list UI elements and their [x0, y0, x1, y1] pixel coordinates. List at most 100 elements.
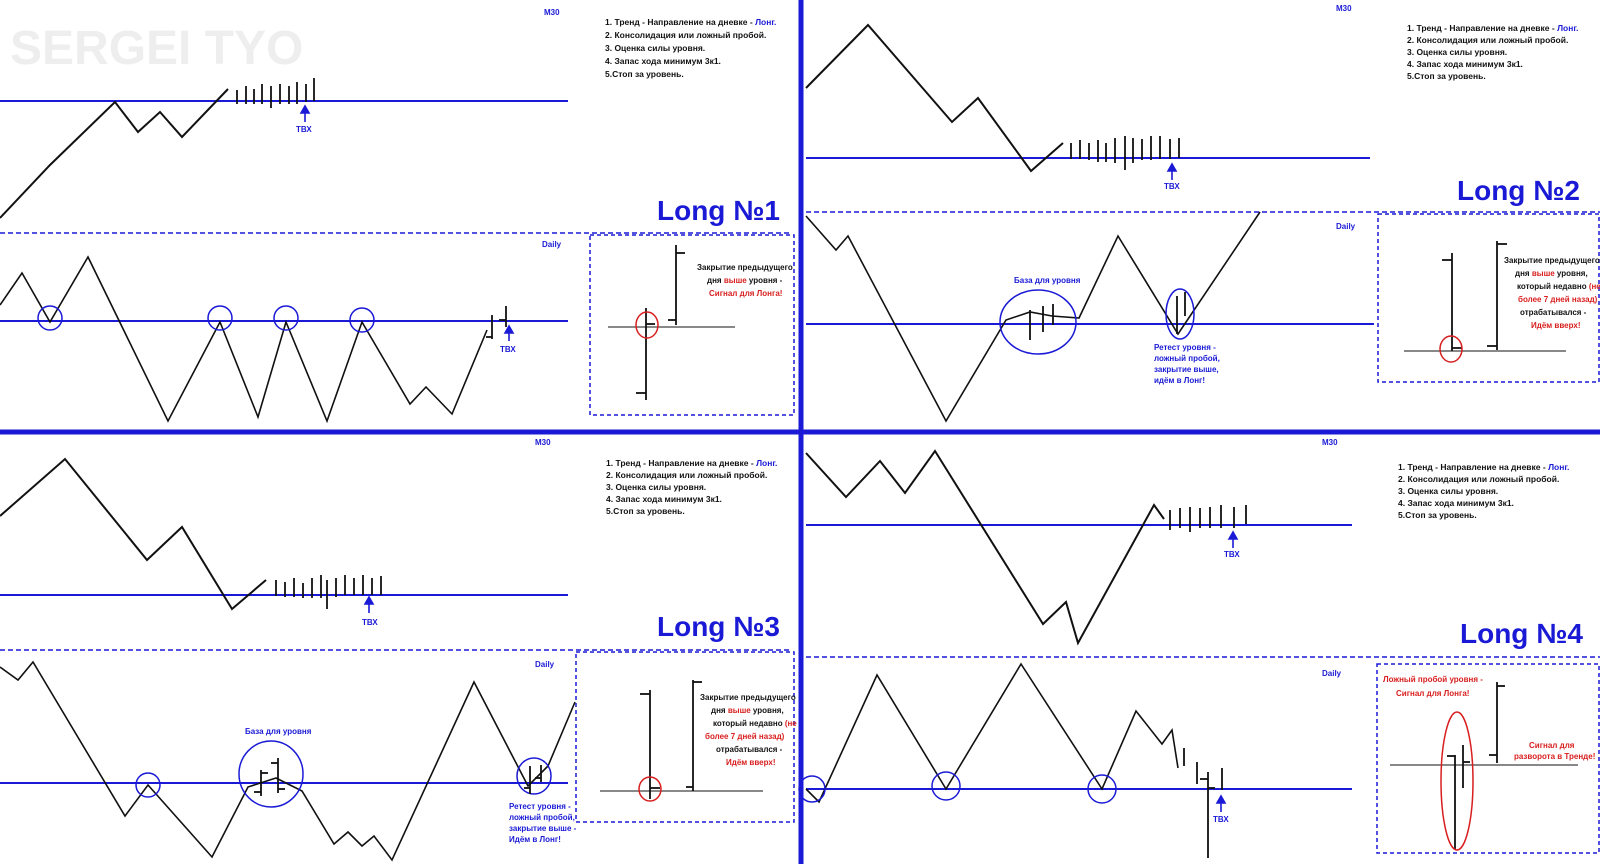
base-bars [254, 758, 285, 796]
retest-note: Ретест уровня - ложный пробой, закрытие … [1154, 343, 1220, 385]
rule-2: 2. Консолидация или ложный пробой. [606, 470, 767, 480]
note-line-1: Закрытие предыдущего [697, 263, 793, 272]
tvx-label: ТВХ [1164, 182, 1180, 191]
m30-price-path [0, 457, 267, 611]
retest-note: Ретест уровня - ложный пробой, закрытие … [509, 802, 577, 844]
note-right-1: Сигнал для [1529, 741, 1575, 750]
note-line-5: отрабатывался - [1520, 308, 1587, 317]
rule-5: 5.Стоп за уровень. [1398, 510, 1477, 520]
rule-5: 5.Стоп за уровень. [605, 69, 684, 79]
daily-label: Daily [1322, 669, 1342, 678]
note-line-6: Идём вверх! [726, 758, 776, 767]
daily-label: Daily [542, 240, 562, 249]
daily-signal-bars [1183, 748, 1223, 858]
retest-bars [524, 765, 542, 794]
inset-red-ellipse [1440, 711, 1474, 851]
inset-box [589, 234, 795, 416]
inset-note: Закрытие предыдущего дня выше уровня, ко… [700, 693, 797, 767]
inset-note: Закрытие предыдущего дня выше уровня, ко… [1504, 256, 1600, 330]
daily-circles [798, 771, 1117, 804]
rule-3: 3. Оценка силы уровня. [606, 482, 706, 492]
rule-4: 4. Запас хода минимум 3к1. [1407, 59, 1523, 69]
inset-bars [1447, 682, 1505, 849]
retest-bars [1176, 292, 1186, 334]
m30-price-path [805, 23, 1064, 173]
panel-long-2: M30 1. Тренд - Направление на дневке - Л… [805, 4, 1600, 423]
tvx-label: ТВХ [362, 618, 378, 627]
daily-price-path [805, 662, 1179, 804]
base-label: База для уровня [245, 727, 312, 736]
inset-note: Ложный пробой уровня - Сигнал для Лонга!… [1383, 675, 1595, 761]
rule-1: 1. Тренд - Направление на дневке - Лонг. [605, 17, 776, 27]
note-right-2: разворота в Тренде! [1514, 752, 1595, 761]
retest-line-1: Ретест уровня - [509, 802, 571, 811]
tvx-arrow [503, 324, 515, 341]
retest-line-4: Идём в Лонг! [509, 835, 561, 844]
retest-line-4: идём в Лонг! [1154, 376, 1205, 385]
m30-label: M30 [535, 438, 551, 447]
daily-label: Daily [535, 660, 555, 669]
inset-note: Закрытие предыдущего дня выше уровня - С… [697, 263, 793, 298]
panel-long-3: M30 1. Тренд - Направление на дневке - Л… [0, 438, 797, 862]
m30-consolidation-bars [1070, 136, 1180, 170]
rule-4: 4. Запас хода минимум 3к1. [1398, 498, 1514, 508]
rule-5: 5.Стоп за уровень. [1407, 71, 1486, 81]
retest-line-3: закрытие выше, [1154, 365, 1219, 374]
note-line-2: дня выше уровня, [711, 706, 784, 715]
rules-list: 1. Тренд - Направление на дневке - Лонг.… [605, 17, 776, 79]
retest-line-3: закрытие выше - [509, 824, 577, 833]
note-line-3: Сигнал для Лонга! [709, 289, 782, 298]
note-line-1: Закрытие предыдущего [700, 693, 796, 702]
panel-title: Long №2 [1457, 175, 1580, 206]
panel-long-4: M30 1. Тренд - Направление на дневке - Л… [798, 438, 1600, 858]
base-ellipse [238, 740, 304, 808]
retest-line-2: ложный пробой, [509, 813, 575, 822]
tvx-arrow [363, 595, 375, 613]
base-bars [1029, 304, 1054, 340]
inset-box [1376, 663, 1600, 854]
panel-title: Long №1 [657, 195, 780, 226]
inset-bars [1442, 241, 1507, 351]
inset-box [575, 651, 795, 823]
note-line-4: более 7 дней назад) [1518, 295, 1598, 304]
daily-signal-bars [486, 306, 507, 339]
daily-circles [37, 305, 375, 333]
note-line-1: Закрытие предыдущего [1504, 256, 1600, 265]
tvx-arrow [1166, 162, 1178, 180]
m30-consolidation-bars [236, 78, 315, 108]
retest-ellipse [1165, 288, 1195, 340]
note-line-2: дня выше уровня, [1515, 269, 1588, 278]
rules-list: 1. Тренд - Направление на дневке - Лонг.… [1407, 23, 1578, 81]
rule-3: 3. Оценка силы уровня. [605, 43, 705, 53]
note-line-5: отрабатывался - [716, 745, 783, 754]
rule-1: 1. Тренд - Направление на дневке - Лонг. [1407, 23, 1578, 33]
note-line-2: Сигнал для Лонга! [1396, 689, 1469, 698]
rule-2: 2. Консолидация или ложный пробой. [1407, 35, 1568, 45]
inset-red-circle [635, 311, 659, 339]
panel-long-1: M30 1. Тренд - Направление на дневке - Л… [0, 8, 795, 424]
panel-title: Long №3 [657, 611, 780, 642]
tvx-label: ТВХ [1213, 815, 1229, 824]
rule-2: 2. Консолидация или ложный пробой. [605, 30, 766, 40]
tvx-arrow [1215, 794, 1227, 812]
m30-consolidation-bars [275, 575, 382, 609]
retest-line-2: ложный пробой, [1154, 354, 1220, 363]
tvx-label: ТВХ [500, 345, 516, 354]
m30-consolidation-bars [1169, 505, 1247, 532]
note-line-2: дня выше уровня - [707, 276, 783, 285]
rule-5: 5.Стоп за уровень. [606, 506, 685, 516]
inset-box [1377, 213, 1600, 383]
m30-label: M30 [544, 8, 560, 17]
m30-label: M30 [1322, 438, 1338, 447]
note-line-4: более 7 дней назад) [705, 732, 785, 741]
rules-list: 1. Тренд - Направление на дневке - Лонг.… [606, 458, 777, 516]
rule-2: 2. Консолидация или ложный пробой. [1398, 474, 1559, 484]
inset-bars [640, 680, 702, 799]
rules-list: 1. Тренд - Направление на дневке - Лонг.… [1398, 462, 1569, 520]
m30-price-path [805, 449, 1165, 646]
daily-label: Daily [1336, 222, 1356, 231]
tvx-label: ТВХ [296, 125, 312, 134]
panel-title: Long №4 [1460, 618, 1583, 649]
m30-price-path [0, 88, 229, 219]
